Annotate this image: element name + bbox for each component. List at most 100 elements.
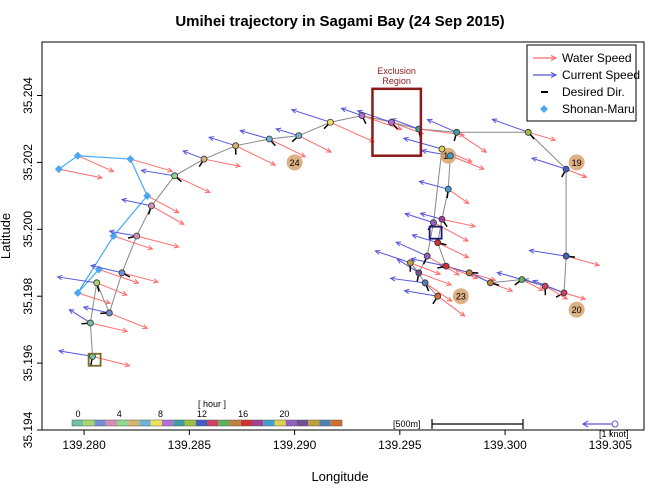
colorbar-cell [252, 420, 264, 426]
current-speed-arrow [208, 136, 236, 147]
track-point-layer [87, 112, 570, 360]
umihei-point [560, 289, 568, 297]
colorbar-cell [240, 420, 252, 426]
water-speed-arrow [563, 292, 587, 301]
legend-desired-dir: Desired Dir. [541, 85, 625, 99]
svg-text:19: 19 [572, 158, 582, 168]
colorbar-cell [128, 420, 140, 426]
umihei-point [562, 252, 570, 260]
umihei-point [465, 269, 473, 277]
water-speed-arrow [330, 121, 375, 143]
x-axis-ticks: 139.280 139.285 139.290 139.295 139.300 139.3… [62, 430, 632, 452]
umihei-point [87, 319, 94, 327]
current-speed-arrow [491, 118, 529, 133]
umihei-point [388, 118, 395, 126]
current-speed-arrow [57, 348, 93, 357]
speed-key-arrowhead-icon [581, 420, 589, 428]
shonan-water-arrow [98, 268, 140, 285]
speed-key: [1 knot] [581, 420, 629, 439]
colorbar-cell [72, 420, 84, 426]
colorbar-cell [173, 420, 185, 426]
water-speed-arrow [410, 262, 442, 276]
hour-marker: 20 [568, 301, 585, 318]
umihei-point [423, 252, 431, 260]
shonan-maru-point [143, 191, 152, 200]
colorbar-cell [285, 420, 297, 426]
umihei-point [453, 128, 461, 136]
current-speed-arrow [419, 212, 443, 220]
current-speed-arrow [403, 288, 438, 297]
colorbar-cell [207, 420, 219, 426]
umihei-point [562, 165, 570, 173]
water-speed-arrow [109, 312, 149, 330]
y-tick-label: 35.204 [21, 77, 35, 114]
colorbar-tick-label: 16 [238, 409, 248, 419]
water-speed-arrow [456, 131, 488, 153]
colorbar-frame [71, 419, 343, 427]
water-speed-arrow [445, 265, 479, 280]
current-speed-arrow [82, 305, 110, 314]
legend-label-current-speed: Current Speed [562, 68, 640, 82]
colorbar-tick-label: 8 [158, 409, 163, 419]
y-axis-label: Latitude [0, 213, 13, 259]
svg-text:23: 23 [456, 292, 466, 302]
current-speed-arrow [89, 263, 123, 274]
legend-water-speed: Water Speed [533, 51, 632, 65]
current-speed-arrow [426, 118, 457, 133]
colorbar-cell [229, 420, 241, 426]
colorbar-cell [195, 420, 207, 426]
svg-text:20: 20 [572, 305, 582, 315]
current-speed-arrow [290, 108, 331, 123]
shonan-maru-point [73, 151, 82, 160]
y-tick-label: 35.198 [21, 278, 35, 315]
umihei-point [133, 232, 141, 240]
current-speed-arrow [239, 129, 270, 140]
umihei-point [541, 282, 549, 290]
umihei-point [438, 145, 446, 153]
current-speed-arrow [140, 168, 175, 177]
shonan-maru-point [109, 232, 118, 240]
umihei-point [442, 262, 450, 270]
current-speed-arrow [340, 107, 363, 117]
exclusion-label-line2: Region [382, 76, 411, 86]
shonan-maru-path [58, 155, 148, 294]
umihei-point [295, 132, 303, 140]
exclusion-region [371, 87, 423, 157]
current-speed-arrow [395, 241, 428, 257]
plot-frame [41, 41, 645, 431]
water-speed-arrow [437, 295, 466, 317]
x-tick-label: 139.295 [378, 438, 422, 452]
water-speed-arrow [90, 322, 129, 334]
umihei-point [200, 155, 208, 163]
umihei-point [434, 292, 442, 300]
umihei-point [406, 259, 414, 267]
current-speed-arrow [532, 279, 565, 294]
x-axis-label: Longitude [311, 469, 368, 484]
legend-shonan-maru: Shonan-Maru [540, 102, 635, 116]
water-speed-arrow [151, 205, 185, 225]
umihei-point [486, 279, 494, 287]
colorbar-cell [319, 420, 331, 426]
current-speed-arrow [530, 156, 567, 170]
shonan-water-arrow [58, 168, 104, 180]
colorbar-cell [117, 420, 129, 426]
water-speed-arrow [269, 138, 307, 158]
current-speed-arrow [410, 257, 447, 267]
shonan-maru-point [126, 155, 135, 164]
current-speed-arrow [56, 274, 97, 284]
y-axis-ticks: 35.194 35.196 35.198 35.200 35.202 35.204 [21, 77, 42, 448]
hour-marker: 19 [568, 154, 585, 171]
water-speed-arrow [565, 168, 588, 179]
water-speed-arrow [447, 188, 470, 205]
colorbar-cell [83, 420, 95, 426]
water-speed-arrow [418, 272, 453, 286]
current-speed-arrow [418, 179, 449, 190]
water-speed-arrow [544, 285, 569, 300]
legend-current-speed: Current Speed [533, 68, 640, 82]
hour-marker-layer: 1819202324 [286, 147, 585, 318]
current-speed-arrow [528, 248, 567, 257]
y-tick-label: 35.200 [21, 211, 35, 248]
water-speed-arrow [92, 355, 131, 368]
x-tick-label: 139.305 [589, 438, 633, 452]
colorbar-cell [218, 420, 230, 426]
